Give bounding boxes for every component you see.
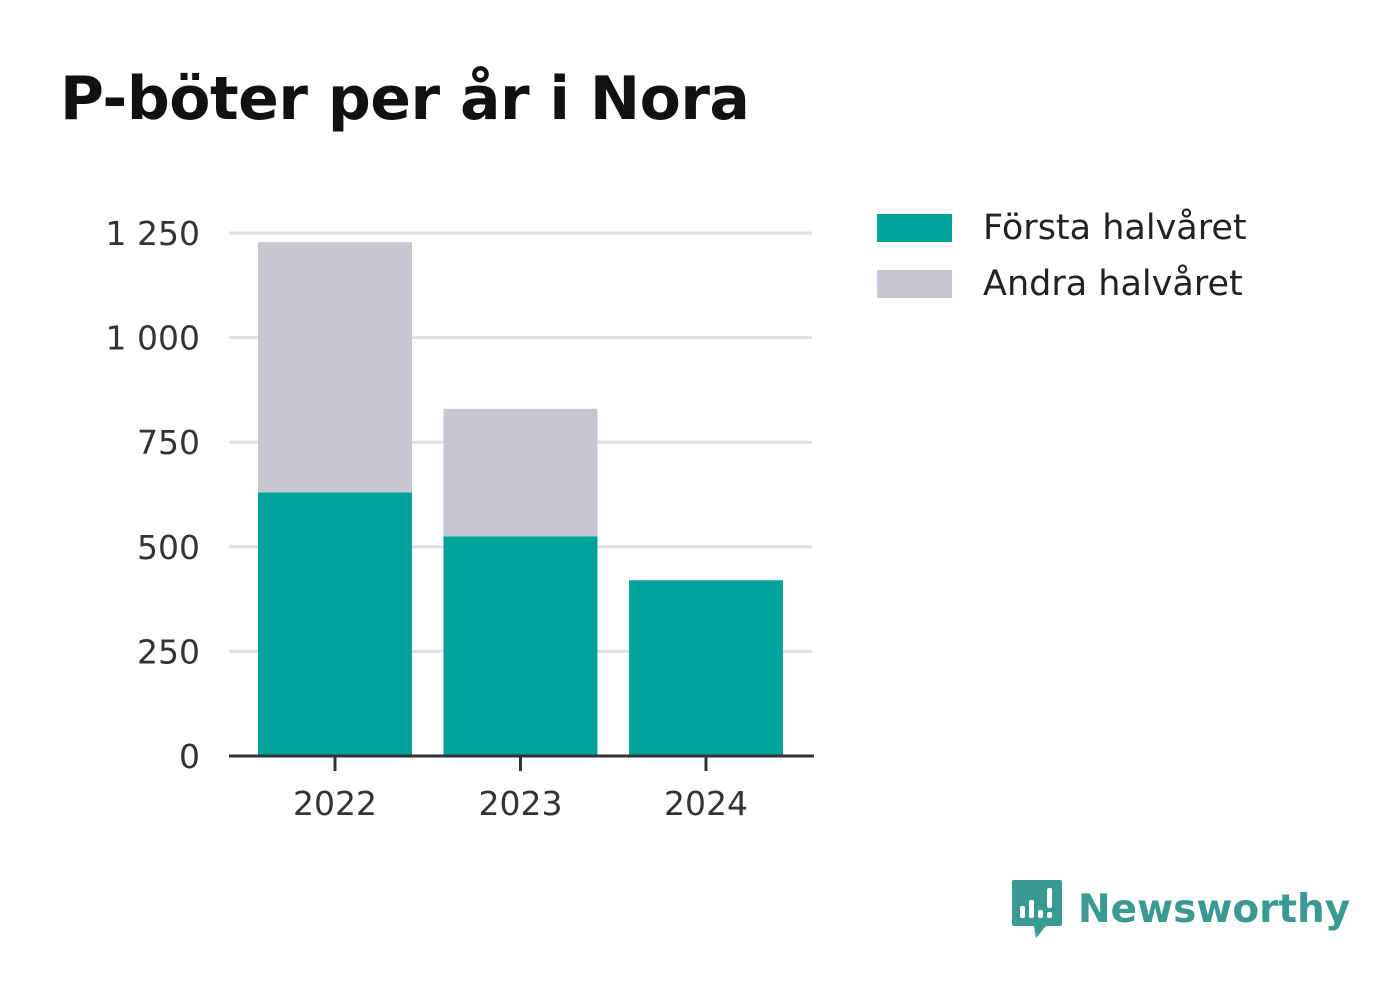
x-tick-label: 2024	[664, 784, 748, 823]
legend-swatch-second-half	[877, 270, 952, 298]
x-tick-label: 2022	[293, 784, 377, 823]
x-tick-label: 2023	[479, 784, 563, 823]
y-tick-label: 250	[137, 632, 200, 671]
legend-item-first-half: Första halvåret	[877, 200, 1247, 256]
y-tick-label: 1 000	[106, 319, 200, 358]
y-tick-label: 500	[137, 528, 200, 567]
bar-first-half	[258, 492, 412, 756]
y-tick-label: 0	[179, 737, 200, 776]
legend-item-second-half: Andra halvåret	[877, 256, 1247, 312]
x-tick-labels: 2022 2023 2024	[293, 784, 748, 823]
bar-first-half	[443, 536, 598, 756]
bar-chart-speech-bubble-icon	[1012, 880, 1062, 938]
y-tick-label: 1 250	[106, 214, 200, 253]
bar-second-half	[258, 242, 412, 493]
newsworthy-logo: Newsworthy	[1010, 878, 1350, 940]
bars	[258, 242, 783, 756]
bar-chart: 0 250 500 750 1 000 1 250 2022 2023 2024	[106, 214, 814, 823]
legend-label-first-half: Första halvåret	[983, 208, 1247, 248]
legend-label-second-half: Andra halvåret	[983, 264, 1243, 304]
y-tick-label: 750	[137, 423, 200, 462]
brand-name: Newsworthy	[1078, 886, 1351, 932]
x-axis	[229, 754, 814, 771]
bar-first-half	[629, 580, 783, 756]
chart-title: P-böter per år i Nora	[60, 64, 750, 134]
y-tick-labels: 0 250 500 750 1 000 1 250	[106, 214, 200, 776]
legend-swatch-first-half	[877, 214, 952, 242]
legend: Första halvåret Andra halvåret	[877, 200, 1247, 312]
bar-second-half	[443, 408, 598, 537]
